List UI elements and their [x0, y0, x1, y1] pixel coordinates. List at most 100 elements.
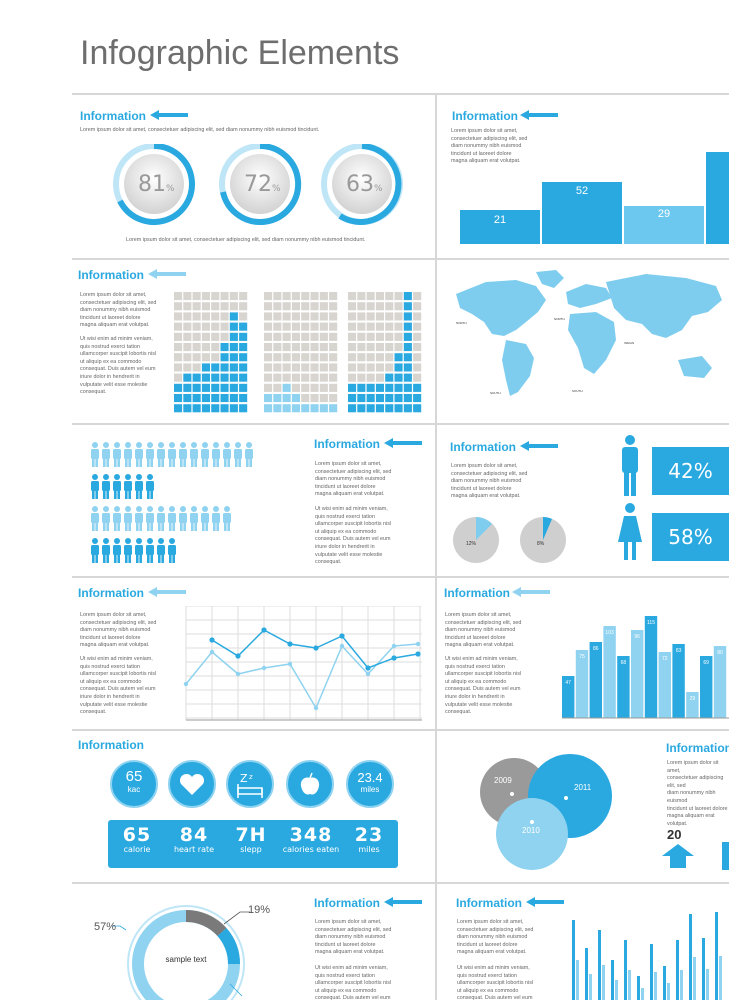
arrow-left-icon — [148, 587, 186, 597]
donut-label-57: 57% — [94, 921, 117, 933]
asia — [606, 274, 722, 338]
person-icon — [135, 538, 143, 563]
bar — [460, 210, 540, 244]
section-heading: Information — [314, 437, 380, 451]
bar — [641, 988, 644, 1000]
bar — [542, 182, 622, 244]
waffle-cell — [413, 302, 422, 311]
body-text: Ut wisi enim ad minim veniam, quis nostr… — [80, 656, 157, 716]
waffle-cell — [211, 363, 220, 372]
waffle-cell — [319, 363, 328, 372]
bar-value: 75 — [579, 654, 585, 660]
miles-icon: 23.4 miles — [346, 760, 394, 808]
data-point — [209, 649, 215, 655]
body-text: Ut wisi enim ad minim veniam, quis nostr… — [445, 656, 522, 716]
stat-heart-rate: 84 heart rate — [173, 824, 215, 854]
data-point — [339, 643, 345, 649]
waffle-cell — [183, 332, 192, 341]
waffle-cell — [348, 373, 357, 382]
waffle-cell — [220, 394, 229, 403]
waffle-cell — [201, 363, 210, 372]
waffle-cell — [220, 363, 229, 372]
arrow-left-icon — [520, 441, 558, 451]
pie-label: 12% — [466, 541, 477, 547]
waffle-cell — [264, 363, 273, 372]
waffle-cell — [403, 363, 412, 372]
waffle-cell — [264, 383, 273, 392]
waffle-cell — [239, 322, 248, 331]
waffle-cell — [385, 292, 394, 301]
waffle-cell — [310, 292, 319, 301]
waffle-cell — [291, 363, 300, 372]
waffle-cell — [319, 322, 328, 331]
bar — [589, 974, 592, 1000]
waffle-cell — [385, 383, 394, 392]
waffle-cell — [183, 363, 192, 372]
person-icon — [102, 442, 110, 467]
section-heading: Information — [314, 896, 380, 910]
waffle-cell — [174, 292, 183, 301]
waffle-cell — [192, 394, 201, 403]
waffle-cell — [375, 394, 384, 403]
data-point — [209, 637, 215, 643]
waffle-cell — [329, 373, 338, 382]
waffle-cell — [310, 312, 319, 321]
waffle-cell — [183, 322, 192, 331]
waffle-cell — [301, 292, 310, 301]
waffle-cell — [220, 332, 229, 341]
waffle-cell — [319, 343, 328, 352]
waffle-cell — [201, 404, 210, 413]
waffle-cell — [201, 394, 210, 403]
person-icon — [201, 506, 209, 531]
europe — [566, 284, 612, 308]
waffle-cell — [229, 363, 238, 372]
bar — [589, 642, 602, 718]
waffle-cell — [273, 383, 282, 392]
male-female-icon — [618, 435, 642, 560]
waffle-cell — [357, 404, 366, 413]
waffle-cell — [329, 302, 338, 311]
waffle-cell — [211, 322, 220, 331]
sleep-icon: Z z — [226, 760, 274, 808]
waffle-cell — [291, 394, 300, 403]
waffle-cell — [273, 322, 282, 331]
person-icon — [168, 506, 176, 531]
waffle-cell — [375, 363, 384, 372]
waffle-cell — [319, 312, 328, 321]
person-icon — [102, 474, 110, 499]
waffle-cell — [357, 322, 366, 331]
person-icon — [135, 506, 143, 531]
waffle-cell — [174, 322, 183, 331]
divider — [72, 882, 729, 884]
africa — [568, 312, 616, 374]
bar — [667, 983, 670, 1000]
waffle-cell — [348, 312, 357, 321]
waffle-cell — [239, 363, 248, 372]
bar-value: 103 — [605, 630, 614, 636]
waffle-cell — [301, 343, 310, 352]
waffle-cell — [403, 343, 412, 352]
waffle-cell — [211, 383, 220, 392]
waffle-cell — [385, 394, 394, 403]
waffle-cell — [329, 322, 338, 331]
waffle-cell — [394, 394, 403, 403]
waffle-cell — [282, 292, 291, 301]
waffle-cell — [301, 353, 310, 362]
bar — [603, 626, 616, 718]
waffle-cell — [174, 373, 183, 382]
male-percentage: 42% — [652, 447, 729, 495]
waffle-cell — [183, 383, 192, 392]
divider — [72, 729, 729, 731]
waffle-cell — [319, 373, 328, 382]
waffle-cell — [394, 343, 403, 352]
bar-value: 69 — [703, 660, 709, 666]
person-icon — [146, 442, 154, 467]
waffle-cell — [229, 404, 238, 413]
waffle-cell — [348, 332, 357, 341]
waffle-cell — [239, 312, 248, 321]
waffle-cell — [375, 404, 384, 413]
waffle-cell — [413, 394, 422, 403]
bar — [572, 920, 575, 1000]
waffle-cell — [413, 404, 422, 413]
person-icon — [113, 506, 121, 531]
